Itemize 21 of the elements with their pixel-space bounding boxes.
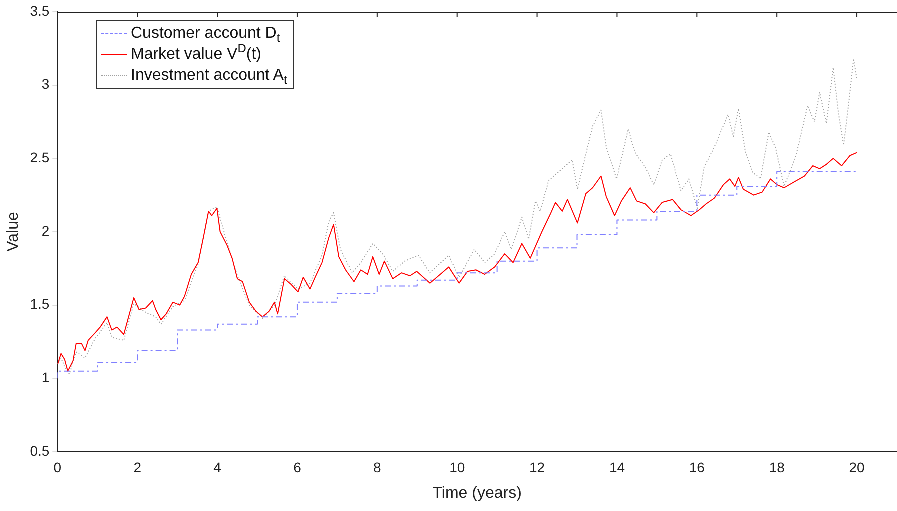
y-tick-label: 2.5 xyxy=(30,150,50,166)
x-tick-label: 6 xyxy=(294,459,302,476)
x-tick-label: 18 xyxy=(769,459,786,476)
x-axis-title: Time (years) xyxy=(432,484,522,502)
y-tick-label: 3 xyxy=(42,76,50,92)
y-tick-label: 0.5 xyxy=(30,442,50,459)
x-tick-label: 20 xyxy=(849,459,866,476)
x-tick-label: 2 xyxy=(134,459,142,476)
x-tick-label: 16 xyxy=(689,459,706,476)
y-tick-label: 1.5 xyxy=(30,296,50,312)
x-tick-label: 14 xyxy=(609,459,626,476)
x-tick-label: 12 xyxy=(529,459,546,476)
x-tick-label: 8 xyxy=(374,459,382,476)
y-axis-title: Value xyxy=(5,212,22,252)
x-tick-label: 4 xyxy=(214,459,222,476)
y-tick-label: 2 xyxy=(42,222,50,239)
y-tick-label: 3.5 xyxy=(30,2,50,19)
x-tick-label: 0 xyxy=(54,459,62,476)
x-tick-label: 10 xyxy=(450,459,466,476)
y-tick-label: 1 xyxy=(42,370,50,386)
legend-label: Investment account A$_{t}$ xyxy=(131,66,288,88)
